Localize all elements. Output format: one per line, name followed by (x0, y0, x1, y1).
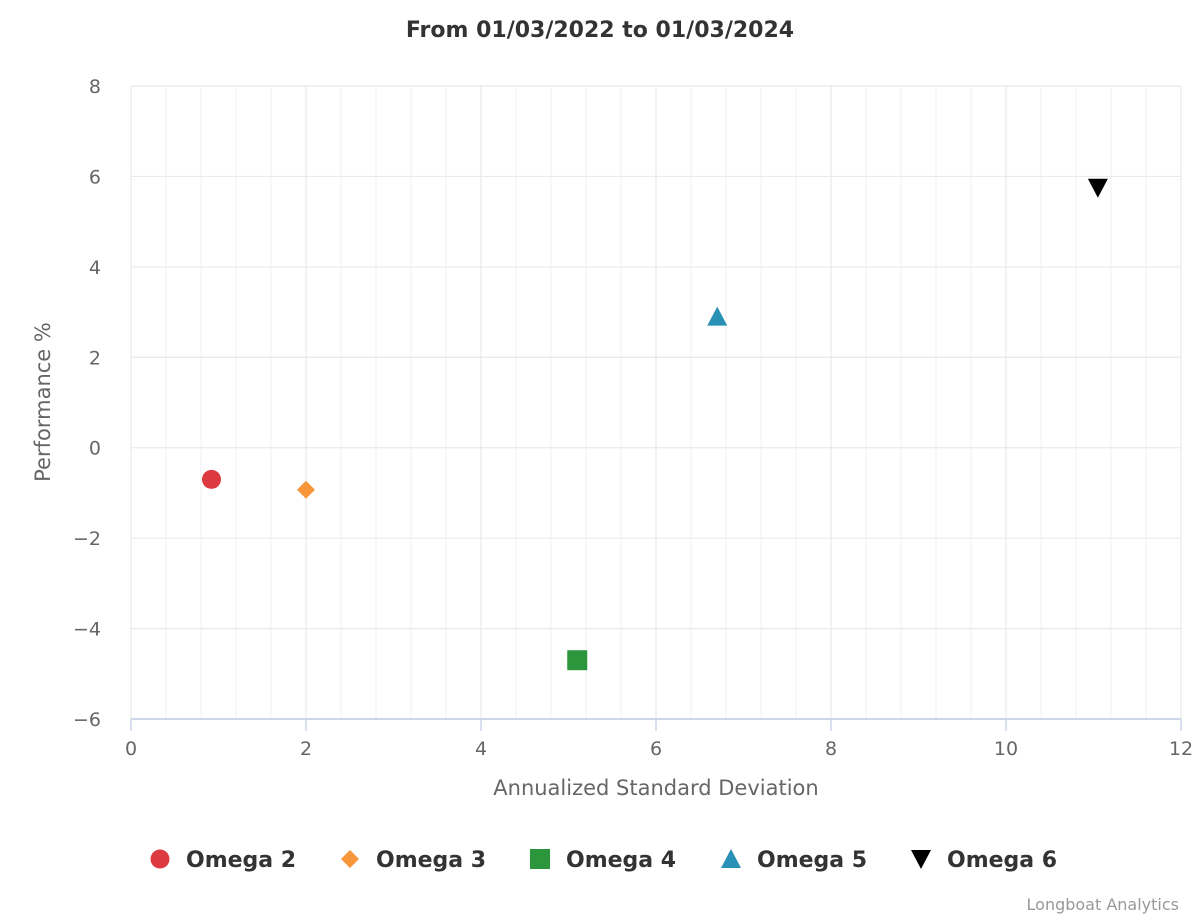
legend-symbol-omega-4[interactable] (530, 849, 550, 869)
y-tick-label: 2 (89, 347, 101, 369)
y-axis: −6 −4 −2 0 2 4 6 8 (73, 76, 101, 731)
x-axis-title: Annualized Standard Deviation (493, 776, 818, 800)
x-tick-label: 10 (994, 738, 1018, 760)
y-tick-label: 0 (89, 438, 101, 460)
y-tick-label: −6 (73, 709, 101, 731)
x-tick-label: 8 (825, 738, 837, 760)
legend-item-omega-6[interactable]: Omega 6 (911, 848, 1057, 873)
credit-link[interactable]: Longboat Analytics (1027, 895, 1179, 914)
x-tick-label: 12 (1169, 738, 1193, 760)
legend-symbol-omega-2[interactable] (150, 849, 170, 869)
y-tick-label: 4 (89, 257, 101, 279)
legend-label-omega-5[interactable]: Omega 5 (757, 848, 867, 873)
point-omega-2[interactable] (202, 469, 221, 489)
point-omega-5[interactable] (707, 306, 728, 326)
legend-item-omega-5[interactable]: Omega 5 (721, 848, 867, 873)
legend-item-omega-2[interactable]: Omega 2 (150, 848, 297, 873)
y-tick-label: −4 (73, 619, 101, 641)
legend-label-omega-2[interactable]: Omega 2 (186, 848, 296, 873)
y-tick-label: 8 (89, 76, 101, 98)
chart-title: From 01/03/2022 to 01/03/2024 (406, 18, 794, 43)
x-axis: 0 2 4 6 8 10 12 (125, 718, 1193, 760)
legend-item-omega-3[interactable]: Omega 3 (341, 848, 486, 873)
legend-label-omega-6[interactable]: Omega 6 (947, 848, 1057, 873)
x-tick-label: 6 (650, 738, 662, 760)
x-tick-label: 0 (125, 738, 137, 760)
point-omega-3[interactable] (297, 480, 315, 499)
y-tick-label: −2 (73, 528, 101, 550)
major-grid (130, 85, 1182, 720)
point-omega-4[interactable] (567, 650, 588, 671)
legend-label-omega-3[interactable]: Omega 3 (376, 848, 486, 873)
data-points[interactable] (202, 178, 1108, 671)
legend-symbol-omega-5[interactable] (721, 849, 741, 868)
y-tick-label: 6 (89, 166, 101, 188)
point-omega-6[interactable] (1087, 178, 1108, 198)
legend-item-omega-4[interactable]: Omega 4 (530, 848, 676, 873)
minor-grid (165, 86, 1147, 719)
legend-symbol-omega-6[interactable] (911, 850, 931, 869)
legend-label-omega-4[interactable]: Omega 4 (566, 848, 676, 873)
legend-symbol-omega-3[interactable] (341, 850, 359, 868)
x-tick-label: 4 (475, 738, 487, 760)
legend[interactable]: Omega 2 Omega 3 Omega 4 Omega 5 Omega 6 (150, 848, 1058, 873)
x-tick-label: 2 (300, 738, 312, 760)
y-axis-title: Performance % (31, 322, 55, 482)
